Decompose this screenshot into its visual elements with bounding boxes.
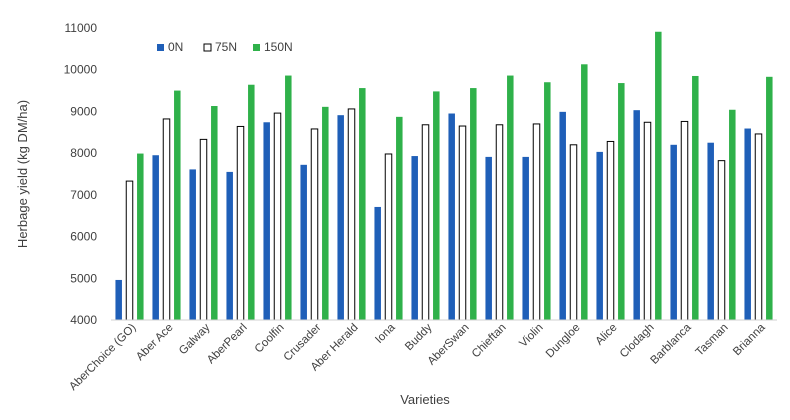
bar-0n: [633, 110, 640, 321]
bar-0n: [374, 206, 381, 320]
y-axis-title: Herbage yield (kg DM/ha): [15, 100, 30, 248]
legend: 0N 75N 150N: [157, 40, 293, 54]
bar-75n: [643, 121, 652, 321]
x-tick-label: AberChoice (GO): [67, 322, 138, 393]
x-tick-label: AberPearl: [205, 322, 250, 367]
bar-0n: [411, 156, 418, 320]
bar-150n: [655, 31, 662, 320]
bar-75n: [458, 125, 467, 321]
x-axis-title: Varieties: [400, 392, 450, 407]
bar-0n: [707, 142, 714, 320]
x-tick-label: Aber Ace: [134, 322, 175, 363]
y-tick-label: 7000: [70, 188, 97, 202]
bar-150n: [470, 88, 477, 320]
bar-75n: [125, 180, 134, 321]
y-tick-label: 9000: [70, 104, 97, 118]
x-tick-label: Barblanca: [649, 321, 695, 367]
y-tick-label: 11000: [65, 21, 98, 35]
bar-0n: [189, 169, 196, 320]
bar-0n: [559, 111, 566, 320]
bar-0n: [263, 122, 270, 321]
x-tick-label: Brianna: [731, 321, 768, 358]
legend-label: 0N: [168, 40, 183, 54]
bar-0n: [337, 115, 344, 321]
y-axis: 4000 5000 6000 7000 8000 9000 10000 11000: [64, 21, 98, 327]
bar-0n: [115, 279, 122, 320]
bar-150n: [174, 90, 181, 320]
x-tick-label: Chieftan: [470, 322, 509, 361]
x-tick-label: Tasman: [694, 322, 731, 359]
x-tick-label: Dungloe: [544, 322, 583, 361]
x-tick-label: Buddy: [403, 321, 435, 353]
bar-75n: [162, 118, 171, 321]
x-tick-label: Iona: [373, 321, 398, 346]
y-tick-label: 10000: [64, 63, 98, 77]
bar-150n: [322, 106, 329, 320]
bar-0n: [226, 171, 233, 320]
bar-75n: [606, 140, 615, 321]
bar-150n: [396, 116, 403, 320]
bar-75n: [384, 153, 393, 321]
x-tick-label: Alice: [594, 322, 620, 348]
bar-75n: [717, 160, 726, 321]
legend-swatch-0n: [157, 44, 164, 51]
x-tick-label: Violin: [517, 322, 545, 350]
bar-75n: [754, 133, 763, 321]
bar-0n: [448, 113, 455, 320]
bar-0n: [522, 156, 529, 320]
bar-75n: [310, 128, 319, 321]
y-tick-label: 4000: [70, 313, 97, 327]
bar-0n: [300, 164, 307, 320]
x-tick-label: Galway: [177, 321, 213, 357]
bar-150n: [581, 64, 588, 320]
bar-75n: [421, 124, 430, 321]
bar-75n: [199, 138, 208, 321]
bar-75n: [236, 125, 245, 321]
bar-150n: [433, 91, 440, 320]
bar-0n: [670, 144, 677, 320]
bar-75n: [532, 123, 541, 321]
bar-0n: [152, 155, 159, 320]
legend-swatch-75n: [203, 43, 212, 52]
bar-150n: [211, 106, 218, 320]
legend-swatch-150n: [253, 44, 260, 51]
y-tick-label: 8000: [70, 146, 97, 160]
bar-75n: [569, 144, 578, 321]
bar-0n: [596, 151, 603, 320]
bar-150n: [507, 75, 514, 320]
bar-75n: [273, 112, 282, 321]
bar-150n: [359, 88, 366, 320]
bar-150n: [729, 109, 736, 320]
bar-150n: [544, 82, 551, 320]
bar-0n: [744, 128, 751, 320]
y-tick-label: 5000: [70, 271, 97, 285]
bar-75n: [680, 120, 689, 321]
bar-150n: [766, 76, 773, 320]
bar-0n: [485, 156, 492, 320]
x-tick-label: Coolfin: [253, 322, 287, 356]
legend-label: 75N: [215, 40, 237, 54]
bar-150n: [248, 84, 255, 320]
bar-150n: [137, 153, 144, 320]
bar-150n: [618, 83, 625, 320]
bars: [115, 31, 773, 321]
y-tick-label: 6000: [70, 230, 97, 244]
bar-75n: [347, 108, 356, 321]
bar-150n: [692, 75, 699, 320]
legend-label: 150N: [264, 40, 293, 54]
bar-150n: [285, 75, 292, 320]
bar-75n: [495, 124, 504, 321]
